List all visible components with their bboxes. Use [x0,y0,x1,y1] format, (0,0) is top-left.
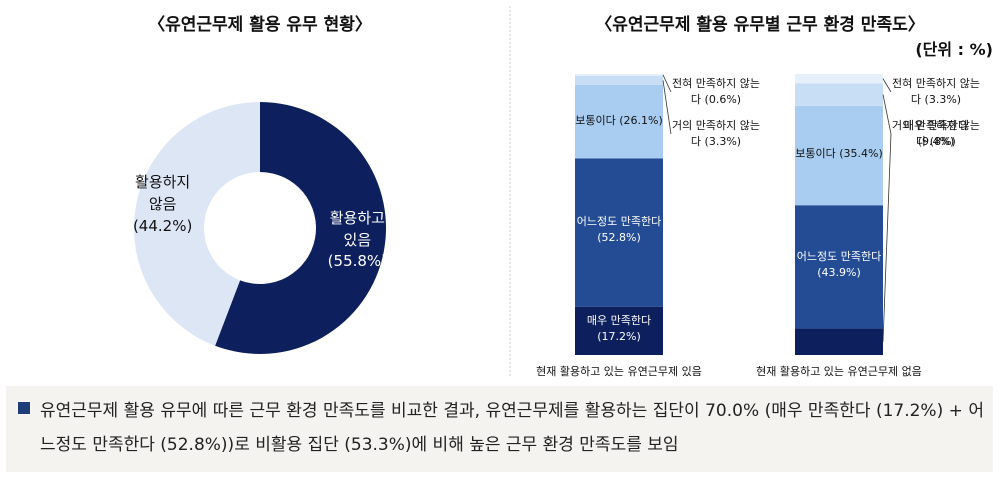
data-label: 보통이다 (35.4%) [779,146,899,162]
value-label: (3.3%) [704,134,742,148]
bar-segment [795,205,883,329]
series-name: 전혀 만족하지 않는다 [672,77,760,106]
bar-segment [575,74,663,76]
series-name: 보통이다 [795,147,836,161]
bar-segment [575,158,663,307]
category-label: 활용하고 있음 [329,208,385,249]
summary-text: 유연근무제 활용 유무에 따른 근무 환경 만족도를 비교한 결과, 유연근무제… [40,401,984,455]
series-name: 어느정도 만족한다 [576,215,662,229]
leader-line [882,94,892,135]
category-label: 활용하지 않음 [135,173,191,213]
value-label: (43.9%) [817,265,861,279]
value-label: (9.4%) [917,134,955,148]
pie-slice [215,102,386,354]
leader-line [662,80,672,135]
summary-box: 유연근무제 활용 유무에 따른 근무 환경 만족도를 비교한 결과, 유연근무제… [6,386,993,472]
series-name: 거의 만족하지 않는다 [892,119,980,148]
bar-segment [795,328,883,355]
data-label: 매우 만족한다 (17.2%) [559,313,679,345]
slice-label: 활용하고 있음 (55.8%) [312,208,402,273]
data-label: 어느정도 만족한다 (43.9%) [779,249,899,281]
value-label: (35.4%) [839,147,883,161]
bar-segment [575,306,663,355]
x-tick-label: 현재 활용하고 있는 유연근무제 있음 [509,364,729,380]
series-name: 어느정도 만족한다 [796,249,882,263]
value-label: (44.2%) [132,216,193,235]
value-label: (8%) [929,134,956,148]
data-label: 거의 만족하지 않는다 (3.3%) [671,118,761,150]
pie-slice [133,102,260,346]
chart-title-text: 〈유연근무제 활용 유무 현황〉 [148,15,372,35]
series-name: 매우 만족한다 [903,119,969,132]
value-label: (17.2%) [597,329,641,343]
series-name: 매우 만족한다 [586,313,652,327]
data-label: 전혀 만족하지 않는다 (3.3%) [891,76,981,108]
value-label: (55.8%) [327,252,388,271]
category-text: 현재 활용하고 있는 유연근무제 없음 [756,365,922,378]
data-label: 어느정도 만족한다 (52.8%) [559,214,679,246]
value-label: (52.8%) [597,231,641,245]
data-label: 전혀 만족하지 않는다 (0.6%) [671,76,761,108]
unit-text: (단위 : %) [915,40,993,59]
x-tick-label: 현재 활용하고 있는 유연근무제 없음 [729,364,949,380]
bar-segment [575,84,663,159]
slice-label: 활용하지 않음 (44.2%) [118,172,208,237]
value-label: (3.3%) [924,92,962,106]
chart-title: 〈유연근무제 활용 유무별 근무 환경 만족도〉 [595,10,924,35]
series-name: 거의 만족하지 않는다 [672,119,760,148]
chart-subtitle: (단위 : %) [915,38,993,61]
bar-segment [795,83,883,106]
data-label: 매우 만족한다 (9.4%) [891,118,981,150]
series-name: 전혀 만족하지 않는다 [892,77,980,106]
data-label: 보통이다 (26.1%) [559,113,679,129]
category-text: 현재 활용하고 있는 유연근무제 있음 [536,365,702,378]
bar-segment [575,75,663,85]
bar-segment [795,74,883,84]
bar-segment [795,105,883,206]
chart-title-text: 〈유연근무제 활용 유무별 근무 환경 만족도〉 [595,15,925,35]
value-label: (26.1%) [619,113,663,127]
bullet [18,402,30,414]
data-label: 거의 만족하지 않는다 (8%) [891,118,981,150]
leader-line [662,74,672,93]
leader-line [882,78,892,93]
leader-line [882,133,892,342]
series-name: 보통이다 [575,113,616,127]
value-label: (0.6%) [704,92,742,106]
chart-title: 〈유연근무제 활용 유무 현황〉 [148,10,372,35]
